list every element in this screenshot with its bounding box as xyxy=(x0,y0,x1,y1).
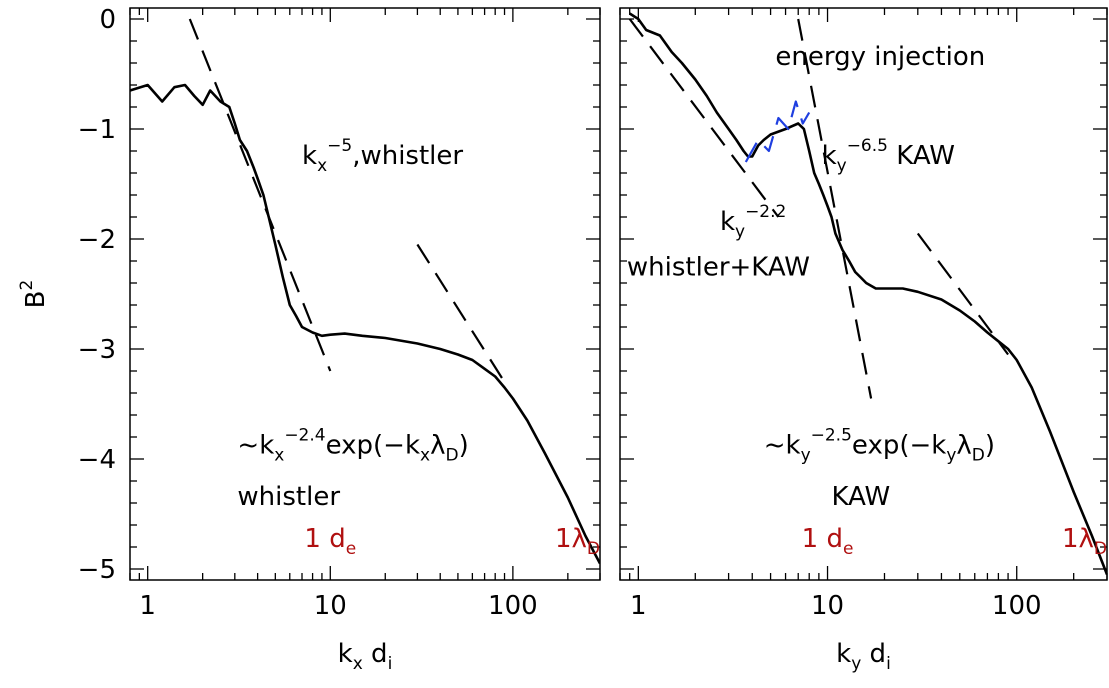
text-part: ) xyxy=(985,431,995,461)
y-tick-label: −3 xyxy=(78,335,116,365)
text-part: k xyxy=(720,207,735,237)
text-part: −5 xyxy=(327,136,352,156)
text-part: ) xyxy=(459,431,469,461)
text-part: D xyxy=(445,446,458,466)
text-part: KAW xyxy=(832,482,891,512)
spectrum-line xyxy=(130,83,600,565)
y-tick-label: 0 xyxy=(99,5,116,35)
text-part: x xyxy=(317,156,327,176)
text-part: D xyxy=(972,446,985,466)
annotation-lambda-mark-y: 1λD xyxy=(1062,524,1107,559)
annotation-kx-whistler: kx−5,whistler xyxy=(302,136,463,176)
text-part: ,whistler xyxy=(352,141,463,171)
text-part: y xyxy=(946,446,956,466)
text-part: 1λ xyxy=(555,524,587,554)
spectrum-line xyxy=(628,12,1107,575)
annotation-lambda-mark: 1λD xyxy=(555,524,600,559)
text-part: exp(−k xyxy=(326,431,420,461)
plot-frame xyxy=(619,7,1108,581)
text-part: 1λ xyxy=(1062,524,1094,554)
text-part: −2.4 xyxy=(284,426,325,446)
text-part: ~k xyxy=(764,431,801,461)
text-part: exp(−k xyxy=(852,431,946,461)
text-part: 1 d xyxy=(802,524,843,554)
x-tick-label: 100 xyxy=(488,591,538,621)
text-part: 1 d xyxy=(304,524,345,554)
x-axis-title: kx di xyxy=(338,639,393,674)
x-tick-label: 10 xyxy=(314,591,347,621)
series-group xyxy=(130,18,600,565)
x-tick-label: 10 xyxy=(811,591,844,621)
fit-line xyxy=(188,18,332,372)
fit-line xyxy=(416,243,506,383)
annotation-whistler-label: whistler xyxy=(237,482,340,512)
text-part: whistler xyxy=(237,482,340,512)
text-part: x xyxy=(353,654,363,674)
text-part: energy injection xyxy=(775,42,985,72)
x-tick-label: 1 xyxy=(630,591,647,621)
x-axis-title: ky di xyxy=(836,639,891,674)
text-part: d xyxy=(363,639,388,669)
text-part: d xyxy=(861,639,886,669)
text-part: x xyxy=(274,446,284,466)
text-part: y xyxy=(851,654,861,674)
annotation-kaw-label: KAW xyxy=(832,482,891,512)
x-tick-label: 1 xyxy=(139,591,156,621)
annotation-de-mark: 1 de xyxy=(304,524,356,559)
text-part: y xyxy=(837,156,847,176)
annotation-fit-formula-y: ~ky−2.5exp(−kyλD) xyxy=(764,426,995,466)
text-part: ~k xyxy=(237,431,274,461)
text-part: i xyxy=(886,654,891,674)
plot-frame xyxy=(129,7,601,581)
fit-line xyxy=(916,232,1009,356)
text-part: x xyxy=(420,446,430,466)
text-part: −6.5 xyxy=(847,136,888,156)
text-part: λ xyxy=(956,431,971,461)
text-part: 2 xyxy=(17,280,37,291)
text-part: D xyxy=(1094,539,1107,559)
text-part: D xyxy=(587,539,600,559)
text-part: y xyxy=(801,446,811,466)
y-tick-label: −2 xyxy=(78,225,116,255)
y-tick-label: −1 xyxy=(78,115,116,145)
text-part: λ xyxy=(430,431,445,461)
annotation-ky-22: ky−2.2 xyxy=(720,202,786,242)
annotation-fit-formula: ~kx−2.4exp(−kxλD) xyxy=(237,426,468,466)
y-tick-label: −5 xyxy=(78,555,116,585)
text-part: k xyxy=(302,141,317,171)
fit-line xyxy=(797,18,873,399)
text-part: whistler+KAW xyxy=(627,252,810,282)
text-part: k xyxy=(338,639,353,669)
text-part: B xyxy=(21,290,51,308)
text-part: −2.5 xyxy=(811,426,852,446)
text-part: e xyxy=(346,539,356,559)
text-part: i xyxy=(388,654,393,674)
annotation-whistler-kaw: whistler+KAW xyxy=(627,252,810,282)
text-part: k xyxy=(822,141,837,171)
text-part: k xyxy=(836,639,851,669)
text-part: y xyxy=(735,222,745,242)
series-group xyxy=(628,12,1107,575)
fit-line xyxy=(744,100,811,163)
fit-line xyxy=(628,18,780,218)
annotation-energy-injection: energy injection xyxy=(775,42,985,72)
text-part: e xyxy=(843,539,853,559)
annotation-de-mark-y: 1 de xyxy=(802,524,854,559)
annotation-ky-kaw: ky−6.5 KAW xyxy=(822,136,955,176)
y-tick-label: −4 xyxy=(78,445,116,475)
text-part: −2.2 xyxy=(745,202,786,222)
text-part: KAW xyxy=(888,141,955,171)
x-tick-label: 100 xyxy=(992,591,1042,621)
y-axis-title: B2 xyxy=(17,280,51,309)
